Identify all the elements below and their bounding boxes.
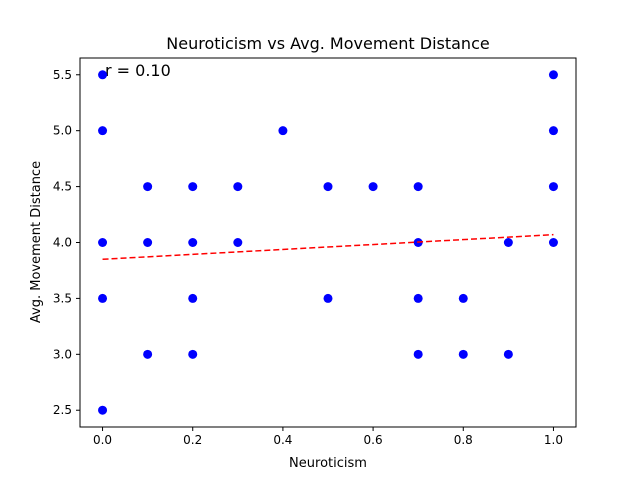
x-tick-label: 1.0: [544, 433, 563, 447]
data-point: [548, 238, 558, 247]
y-tick-label: 2.5: [53, 403, 72, 417]
data-point: [98, 405, 108, 415]
x-tick-label: 0.0: [93, 433, 112, 447]
data-point: [98, 238, 108, 247]
data-point: [98, 293, 108, 303]
y-tick-label: 4.0: [53, 236, 72, 250]
x-tick-label: 0.8: [454, 433, 473, 447]
data-point: [233, 182, 243, 192]
data-point: [143, 182, 153, 192]
data-point: [188, 182, 198, 192]
y-tick-label: 5.5: [53, 68, 72, 82]
data-point: [188, 238, 198, 247]
y-tick-label: 5.0: [53, 124, 72, 138]
plot-frame: [79, 57, 577, 428]
data-point: [188, 349, 198, 359]
data-point: [368, 182, 378, 192]
data-point: [143, 349, 153, 359]
y-tick-label: 3.0: [53, 347, 72, 361]
x-tick-label: 0.2: [183, 433, 202, 447]
data-point: [98, 70, 108, 80]
data-point: [323, 182, 333, 192]
data-point: [98, 126, 108, 136]
chart-title: Neuroticism vs Avg. Movement Distance: [166, 34, 489, 53]
x-tick-label: 0.6: [364, 433, 383, 447]
data-point: [548, 182, 558, 192]
data-point: [413, 182, 423, 192]
y-tick-label: 3.5: [53, 291, 72, 305]
data-point: [413, 349, 423, 359]
trend-line: [102, 233, 554, 261]
data-point: [458, 293, 468, 303]
x-axis-label: Neuroticism: [289, 456, 367, 471]
y-axis-label: Avg. Movement Distance: [29, 161, 44, 323]
data-point: [503, 238, 513, 247]
plot-area: 0.0 0.2 0.4 0.6 0.8 1.0 2.5 3.0 3.5 4.0 4.5 5.0 5.5: [53, 57, 577, 447]
data-point: [413, 293, 423, 303]
data-point: [233, 238, 243, 247]
y-tick-label: 4.5: [53, 180, 72, 194]
data-point: [503, 349, 513, 359]
data-point: [548, 126, 558, 136]
data-point: [323, 293, 333, 303]
data-point: [188, 293, 198, 303]
data-point: [548, 70, 558, 80]
x-tick-label: 0.4: [273, 433, 292, 447]
data-point: [143, 238, 153, 247]
correlation-annotation: r = 0.10: [105, 61, 171, 80]
data-point: [458, 349, 468, 359]
data-point: [278, 126, 288, 136]
